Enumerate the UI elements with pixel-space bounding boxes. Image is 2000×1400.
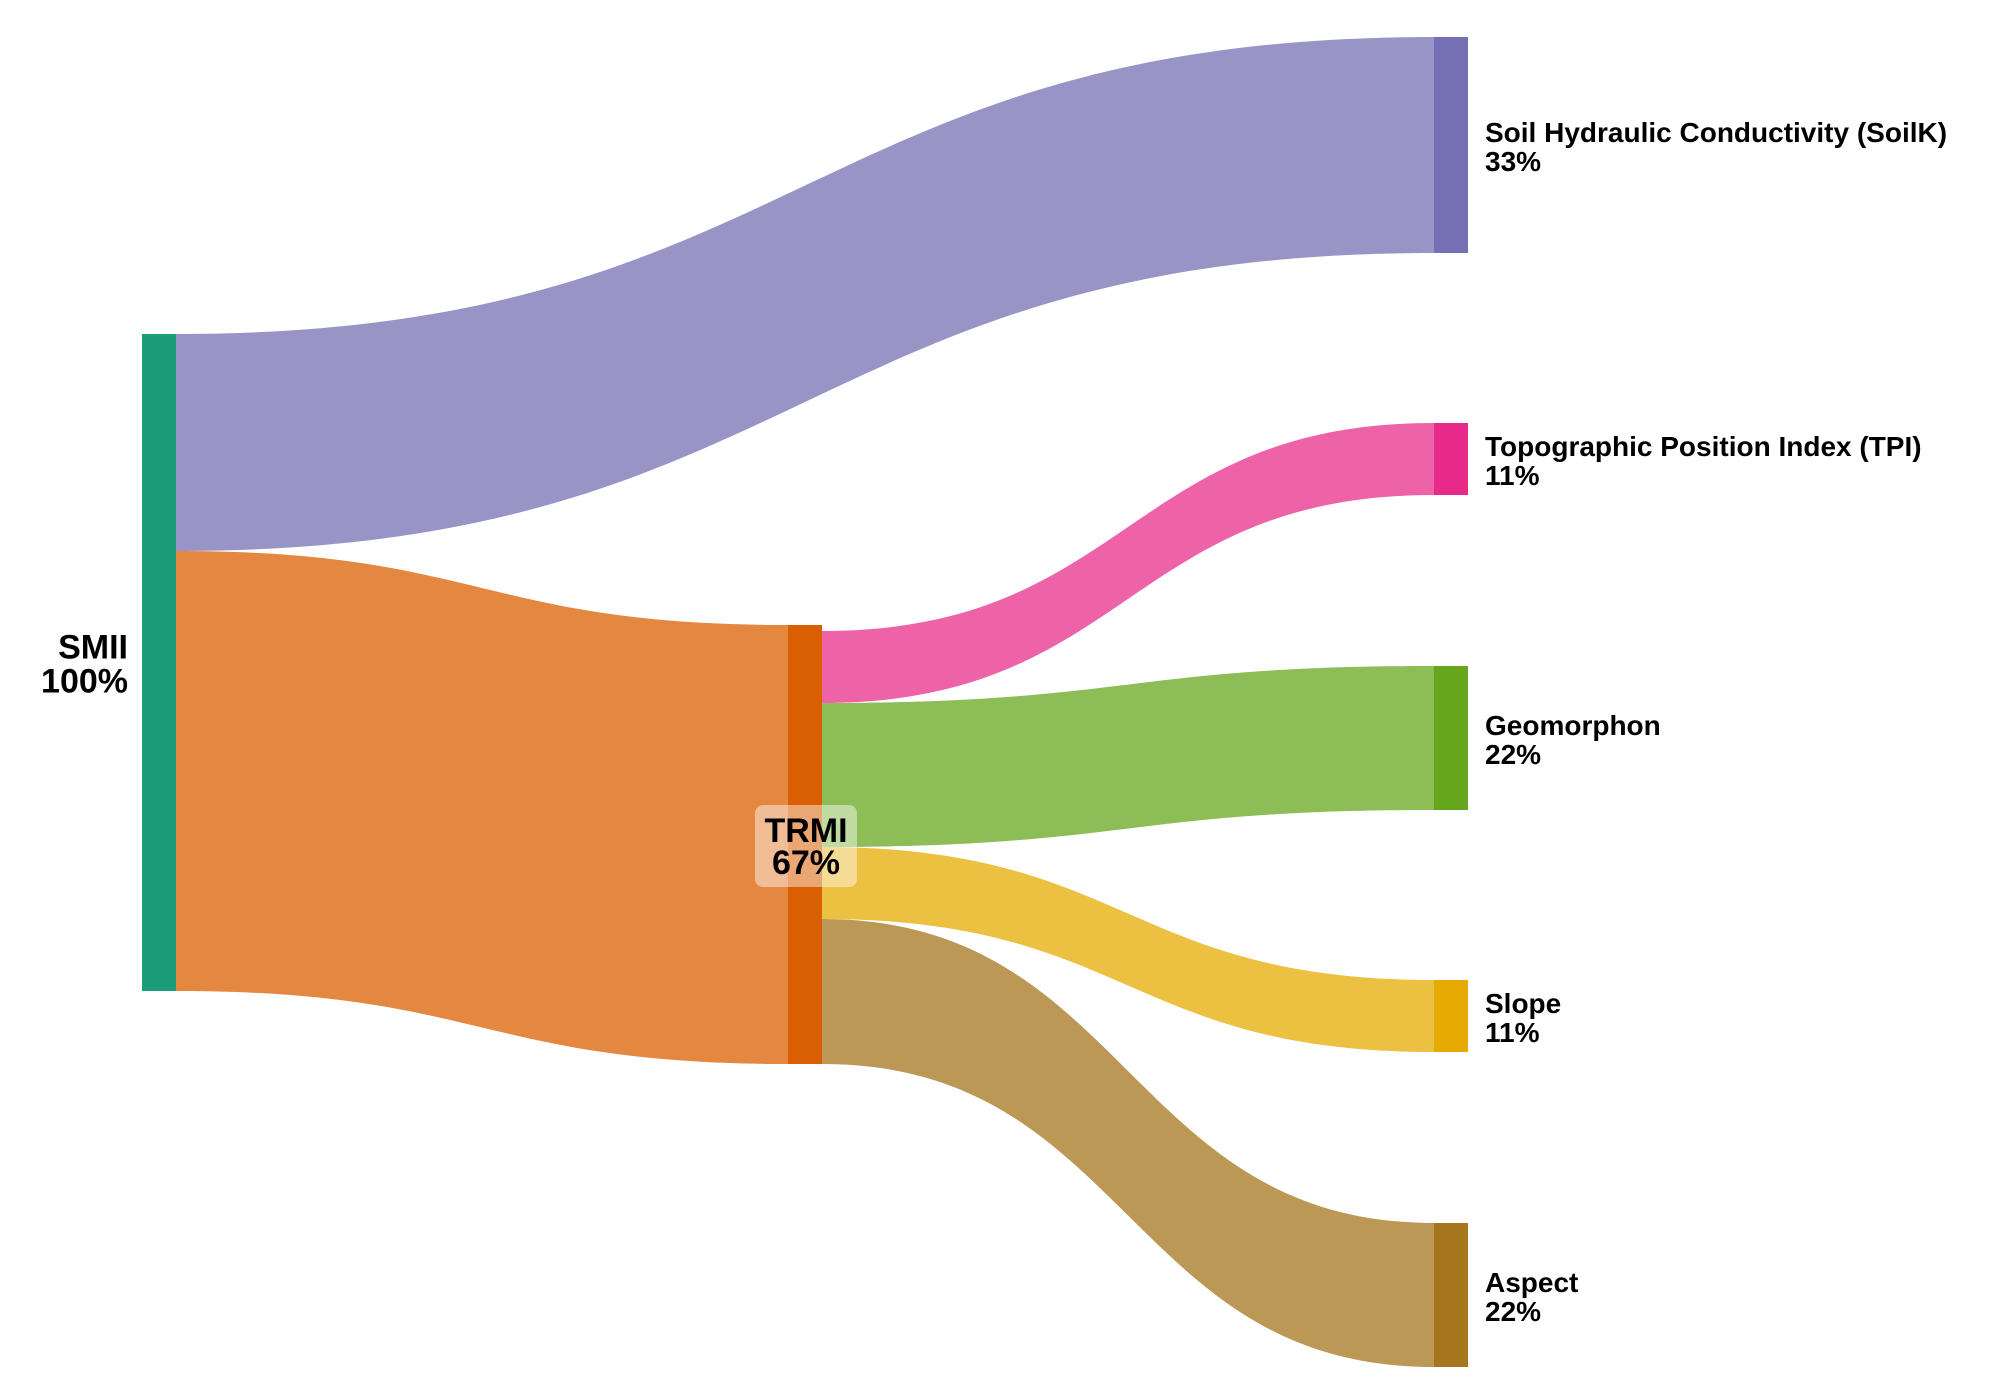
node-label-tpi: Topographic Position Index (TPI) — [1485, 431, 1922, 462]
link-trmi-to-geomorphon — [822, 666, 1434, 847]
node-percent-geomorphon: 22% — [1485, 739, 1541, 770]
node-label-slope: Slope — [1485, 988, 1561, 1019]
node-slope — [1434, 980, 1468, 1052]
sankey-nodes — [142, 37, 1468, 1367]
node-label-smii: SMII — [58, 629, 128, 667]
sankey-links — [176, 37, 1434, 1367]
link-trmi-to-aspect — [822, 919, 1434, 1367]
node-soilk — [1434, 37, 1468, 253]
link-trmi-to-slope — [822, 847, 1434, 1052]
link-smii-to-soilk — [176, 37, 1434, 551]
node-percent-trmi: 67% — [772, 844, 840, 882]
node-smii — [142, 334, 176, 991]
node-label-trmi: TRMI — [764, 812, 847, 850]
node-geomorphon — [1434, 666, 1468, 810]
node-percent-tpi: 11% — [1485, 460, 1540, 491]
node-percent-soilk: 33% — [1485, 146, 1541, 177]
node-aspect — [1434, 1223, 1468, 1367]
node-trmi — [788, 625, 822, 1064]
node-label-background-trmi — [755, 805, 857, 887]
node-percent-slope: 11% — [1485, 1017, 1540, 1048]
node-tpi — [1434, 423, 1468, 495]
node-percent-aspect: 22% — [1485, 1296, 1541, 1327]
node-label-geomorphon: Geomorphon — [1485, 710, 1661, 741]
link-smii-to-trmi — [176, 551, 788, 1064]
node-label-aspect: Aspect — [1485, 1267, 1578, 1298]
link-trmi-to-tpi — [822, 423, 1434, 703]
node-percent-smii: 100% — [41, 663, 128, 701]
node-label-soilk: Soil Hydraulic Conductivity (SoilK) — [1485, 117, 1947, 148]
